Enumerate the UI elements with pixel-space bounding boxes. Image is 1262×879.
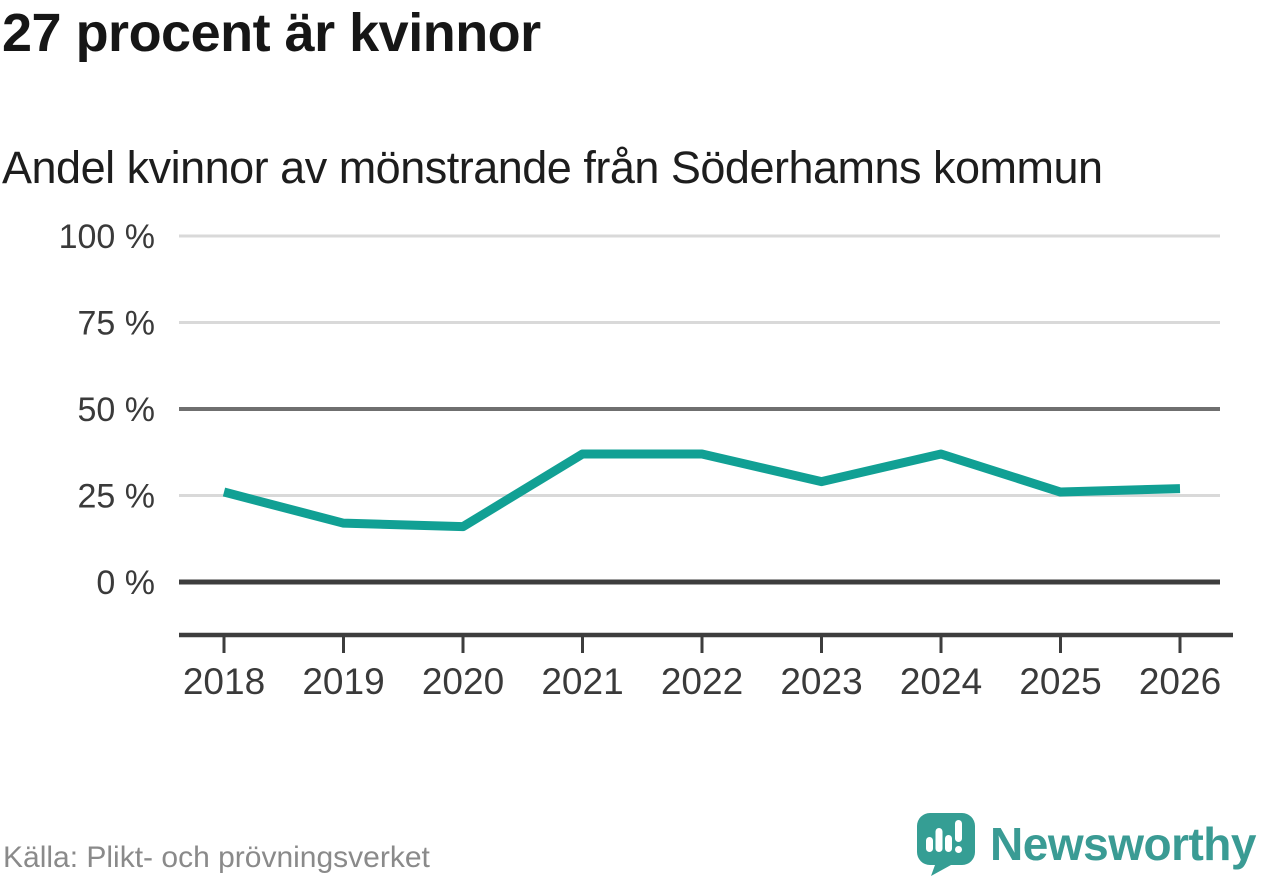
logo-exclamation-dot	[955, 846, 963, 853]
logo-bar-2	[935, 828, 943, 852]
x-axis-label: 2018	[183, 661, 265, 702]
x-axis-label: 2020	[422, 661, 504, 702]
x-axis-label: 2021	[541, 661, 623, 702]
line-chart: 0 % 25 % 50 % 75 % 100 % 2018 2019 2020 2021 2022…	[59, 218, 1233, 702]
logo-bar-1	[926, 837, 934, 852]
x-axis-label: 2026	[1139, 661, 1221, 702]
logo-bar-3	[945, 835, 953, 852]
newsworthy-logo: Newsworthy	[915, 811, 1256, 877]
x-axis-label: 2022	[661, 661, 743, 702]
source-note: Källa: Plikt- och prövningsverket	[3, 841, 430, 874]
chart-subtitle: Andel kvinnor av mönstrande från Söderha…	[2, 142, 1103, 193]
y-axis-label: 75 %	[78, 305, 156, 343]
y-axis-label: 50 %	[78, 391, 156, 429]
x-axis-label: 2025	[1019, 661, 1101, 702]
data-line	[222, 449, 1181, 532]
x-axis-label: 2024	[900, 661, 982, 702]
newsworthy-logo-icon	[917, 813, 976, 876]
brand-name: Newsworthy	[990, 818, 1256, 870]
y-axis-label: 0 %	[96, 564, 155, 602]
chart-title: 27 procent är kvinnor	[2, 3, 541, 63]
y-axis-label: 100 %	[59, 218, 155, 256]
x-axis-label: 2023	[780, 661, 862, 702]
logo-exclamation-bar	[955, 820, 963, 842]
y-axis-label: 25 %	[78, 478, 156, 516]
x-axis-label: 2019	[302, 661, 384, 702]
